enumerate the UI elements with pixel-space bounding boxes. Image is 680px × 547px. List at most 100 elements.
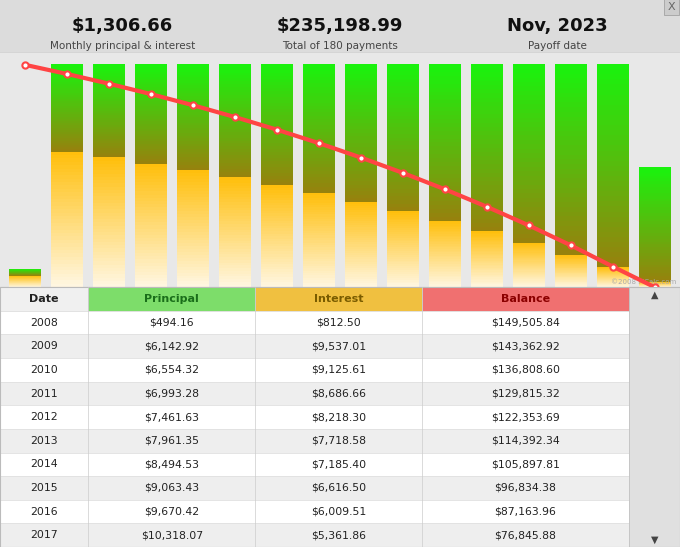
Bar — [555, 131, 587, 136]
Bar — [303, 119, 335, 122]
Bar — [387, 64, 419, 68]
Bar — [93, 200, 125, 203]
Bar — [177, 272, 209, 276]
Bar — [345, 68, 377, 71]
Bar — [345, 199, 377, 202]
Bar — [135, 170, 167, 173]
Bar — [597, 247, 628, 252]
Bar — [513, 257, 545, 258]
Bar — [345, 281, 377, 283]
Bar — [93, 92, 125, 95]
Bar — [429, 266, 460, 267]
Bar — [52, 119, 83, 121]
Bar — [177, 88, 209, 91]
Bar — [345, 98, 377, 102]
Bar — [52, 79, 83, 82]
Bar — [555, 256, 587, 257]
Bar — [93, 277, 125, 281]
Bar — [177, 170, 209, 173]
Bar — [261, 280, 293, 282]
Bar — [429, 142, 460, 147]
Bar — [555, 136, 587, 141]
Bar — [220, 143, 251, 146]
Bar — [345, 78, 377, 82]
Bar — [303, 96, 335, 100]
Bar — [220, 166, 251, 169]
Bar — [429, 247, 460, 249]
Bar — [597, 125, 628, 130]
Bar — [93, 78, 125, 80]
Bar — [345, 257, 377, 259]
Bar — [639, 259, 670, 261]
Bar — [471, 73, 503, 77]
Bar — [303, 280, 335, 283]
Bar — [387, 217, 419, 219]
Bar — [52, 158, 83, 162]
Bar — [303, 235, 335, 238]
Bar — [135, 112, 167, 114]
Bar — [220, 196, 251, 200]
Bar — [135, 231, 167, 235]
Bar — [387, 145, 419, 149]
Bar — [220, 75, 251, 78]
Bar — [303, 249, 335, 252]
Bar — [261, 269, 293, 272]
Bar — [93, 193, 125, 196]
Bar — [471, 279, 503, 280]
Bar — [387, 134, 419, 137]
Bar — [513, 229, 545, 234]
Bar — [177, 252, 209, 255]
Bar — [261, 176, 293, 179]
Bar — [177, 267, 209, 270]
Bar — [513, 131, 545, 136]
Bar — [93, 248, 125, 252]
Bar — [261, 190, 293, 193]
Bar — [513, 153, 545, 158]
Bar — [52, 216, 83, 219]
Bar — [135, 167, 167, 170]
Bar — [177, 83, 209, 85]
Bar — [597, 201, 628, 206]
Bar — [52, 202, 83, 206]
Bar — [135, 129, 167, 131]
Bar — [261, 200, 293, 203]
Bar — [303, 103, 335, 106]
Bar — [220, 135, 251, 138]
Bar — [135, 197, 167, 201]
Bar — [220, 188, 251, 191]
Bar — [387, 280, 419, 282]
Bar — [471, 202, 503, 206]
Bar — [177, 200, 209, 202]
Bar — [513, 91, 545, 95]
Bar — [135, 257, 167, 259]
Bar — [629, 287, 680, 547]
Bar — [135, 94, 167, 96]
Bar — [303, 113, 335, 116]
Bar — [177, 235, 209, 237]
Bar — [220, 219, 251, 222]
Bar — [177, 72, 209, 75]
Bar — [52, 84, 83, 86]
Bar — [555, 97, 587, 102]
Bar — [387, 83, 419, 86]
Bar — [220, 90, 251, 92]
Bar — [93, 161, 125, 164]
Bar — [345, 167, 377, 171]
Bar — [261, 208, 293, 211]
Bar — [429, 80, 460, 84]
Bar — [220, 232, 251, 235]
Bar — [220, 67, 251, 70]
Bar — [387, 152, 419, 156]
Text: Date: Date — [29, 294, 59, 304]
Bar — [513, 252, 545, 253]
Bar — [429, 223, 460, 224]
Bar — [303, 164, 335, 167]
Bar — [52, 233, 83, 236]
Bar — [387, 182, 419, 185]
Bar — [345, 191, 377, 195]
Bar — [345, 171, 377, 174]
Bar — [261, 149, 293, 152]
Text: $6,554.32: $6,554.32 — [144, 365, 199, 375]
Bar — [135, 99, 167, 101]
Bar — [177, 196, 209, 200]
